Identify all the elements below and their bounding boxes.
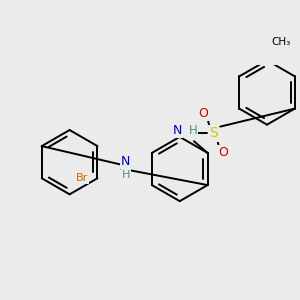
Text: Br: Br (76, 173, 88, 183)
Text: S: S (209, 126, 218, 140)
Text: CH₃: CH₃ (271, 37, 290, 47)
Text: N: N (121, 155, 130, 168)
Text: H: H (189, 124, 197, 137)
Text: H: H (122, 170, 130, 180)
Text: O: O (218, 146, 228, 159)
Text: N: N (173, 124, 182, 137)
Text: O: O (199, 107, 208, 120)
